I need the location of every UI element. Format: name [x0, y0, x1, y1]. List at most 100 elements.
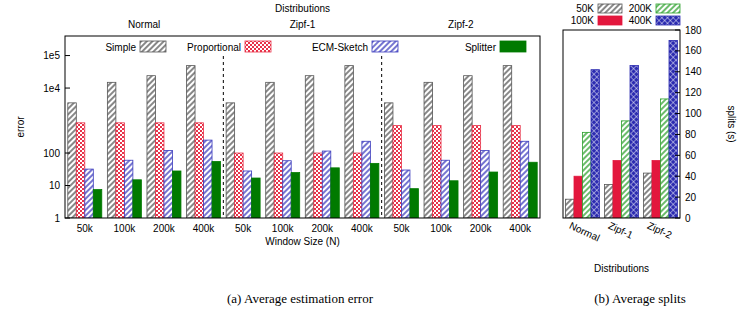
chart-0: 1 10 100 1e4 1e5 50k 100k 200k 400k 50k 100k 200k 40… — [15, 3, 540, 306]
legend-swatch — [598, 4, 622, 13]
bar — [464, 76, 473, 218]
x-axis-label: Distributions — [594, 263, 649, 274]
y-tick-label: 40 — [685, 171, 697, 182]
y-tick-label: 180 — [685, 25, 702, 36]
bar — [652, 161, 661, 218]
x-tick-label: 100k — [114, 223, 137, 234]
bar — [613, 161, 622, 218]
bar — [243, 171, 252, 218]
bar — [164, 150, 173, 218]
x-tick-label: 50k — [235, 223, 252, 234]
y-axis-label: splits (s) — [726, 105, 737, 142]
bar — [133, 180, 142, 218]
bar — [85, 169, 94, 218]
chart-1: 020406080100120140160180NormalZipf-1Zipf… — [563, 3, 737, 307]
bar — [384, 103, 393, 218]
x-tick-label: 100k — [430, 223, 453, 234]
bar — [393, 126, 402, 218]
bar — [481, 150, 490, 218]
x-tick-label: 400k — [193, 223, 216, 234]
y-tick — [65, 218, 70, 219]
bar — [424, 82, 433, 218]
bar — [252, 178, 261, 218]
bar — [305, 76, 314, 218]
plot-frame — [563, 30, 680, 218]
y-tick — [675, 113, 680, 114]
group-label: Zipf-1 — [290, 19, 316, 30]
legend-label: 50K — [576, 3, 594, 14]
bars — [68, 66, 537, 218]
bar — [644, 173, 653, 218]
bar — [512, 126, 521, 218]
bar — [401, 170, 410, 218]
y-axis-label: error — [15, 116, 26, 138]
bar — [520, 141, 529, 218]
legend-label: Proportional — [187, 42, 241, 53]
bar — [314, 153, 323, 218]
x-tick-label: 200k — [470, 223, 493, 234]
y-tick-label: 80 — [685, 129, 697, 140]
y-tick-label: 100 — [43, 148, 60, 159]
y-tick — [65, 153, 70, 154]
bar — [441, 160, 450, 218]
x-tick-label: 50k — [77, 223, 94, 234]
y-tick — [675, 92, 680, 93]
x-tick-label: 200k — [153, 223, 176, 234]
legend-label: 100K — [571, 15, 595, 26]
bar — [472, 126, 481, 218]
bar — [669, 40, 678, 218]
y-tick — [675, 71, 680, 72]
y-tick — [65, 88, 70, 89]
bar — [574, 176, 583, 218]
y-tick-label: 100 — [685, 108, 702, 119]
bar — [116, 123, 125, 218]
x-tick-label: Normal — [568, 220, 602, 244]
legend-label: Simple — [105, 42, 136, 53]
legend-label: ECM-Sketch — [312, 42, 368, 53]
y-tick — [675, 155, 680, 156]
y-tick-label: 0 — [685, 213, 691, 224]
legend-label: 200K — [629, 3, 653, 14]
y-tick — [675, 30, 680, 31]
bar — [345, 66, 354, 218]
y-tick-label: 60 — [685, 150, 697, 161]
legend-label: Splitter — [465, 42, 497, 53]
bar — [172, 171, 181, 218]
legend-swatch — [656, 16, 680, 25]
legend-swatch — [372, 41, 398, 52]
bar — [331, 168, 340, 218]
x-tick-label: Zipf-1 — [607, 220, 635, 241]
group-label: Zipf-2 — [448, 19, 474, 30]
legend-swatch — [500, 41, 526, 52]
y-tick-label: 10 — [49, 180, 61, 191]
y-tick-label: 1 — [54, 213, 60, 224]
legend-swatch — [598, 16, 622, 25]
bar — [204, 140, 213, 218]
bar — [566, 199, 575, 218]
legend: Simple Proportional ECM-Sketch Splitter — [105, 41, 526, 53]
x-tick-label: 100k — [272, 223, 295, 234]
bar — [235, 153, 244, 218]
caption: (a) Average estimation error — [227, 291, 374, 306]
y-tick — [65, 55, 70, 56]
x-tick-label: 400k — [509, 223, 532, 234]
legend-label: 400K — [629, 15, 653, 26]
x-tick-label: 50k — [393, 223, 410, 234]
legend-swatch — [656, 4, 680, 13]
title: Distributions — [275, 3, 330, 14]
y-tick — [675, 197, 680, 198]
y-tick-label: 140 — [685, 66, 702, 77]
bars — [566, 40, 678, 218]
bar — [212, 161, 221, 218]
bar — [489, 172, 498, 218]
bar — [76, 123, 85, 218]
legend-swatch — [140, 41, 166, 52]
bar — [68, 103, 77, 218]
y-tick-label: 20 — [685, 192, 697, 203]
y-tick-label: 1e5 — [43, 50, 60, 61]
y-tick — [675, 50, 680, 51]
bar — [433, 126, 442, 218]
y-tick-label: 1e4 — [43, 83, 60, 94]
figure: 1 10 100 1e4 1e5 50k 100k 200k 400k 50k 100k 200k 40… — [0, 0, 747, 314]
bar — [591, 70, 600, 218]
